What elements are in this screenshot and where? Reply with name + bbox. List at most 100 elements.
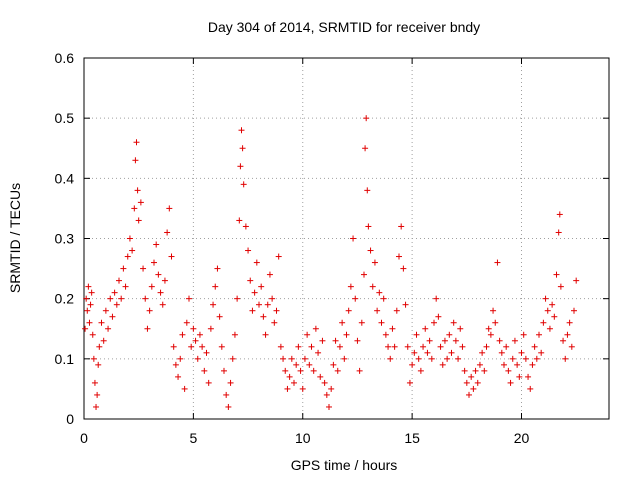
data-point <box>221 367 227 374</box>
data-point <box>133 139 140 146</box>
data-point <box>155 271 162 278</box>
data-point <box>485 325 492 332</box>
data-point <box>247 277 254 284</box>
data-point <box>553 271 560 278</box>
data-point <box>271 319 278 326</box>
data-point <box>89 331 96 338</box>
data-point <box>378 319 385 326</box>
data-point <box>245 247 252 254</box>
x-tick-label: 5 <box>189 430 197 446</box>
data-point <box>227 379 234 386</box>
data-point <box>332 337 339 344</box>
data-point <box>364 187 371 194</box>
data-point <box>83 295 90 302</box>
data-point <box>571 307 577 314</box>
data-point <box>509 355 516 362</box>
data-point <box>472 367 479 374</box>
data-point <box>362 145 369 152</box>
data-point <box>262 331 269 338</box>
data-point <box>511 337 518 344</box>
data-point <box>420 343 427 350</box>
data-point <box>544 307 551 314</box>
data-point <box>463 379 470 386</box>
data-point <box>387 355 394 362</box>
data-point <box>466 391 472 398</box>
data-point <box>549 301 556 308</box>
data-point <box>341 355 348 362</box>
data-point <box>468 373 475 380</box>
data-point <box>306 361 313 368</box>
data-point <box>385 343 392 350</box>
data-point <box>555 229 562 236</box>
data-point <box>253 259 260 266</box>
data-point <box>448 349 455 356</box>
data-point <box>166 205 173 212</box>
data-point <box>299 385 306 392</box>
data-point <box>568 343 575 350</box>
data-point <box>356 367 363 374</box>
data-point <box>148 283 155 290</box>
data-point <box>120 265 127 272</box>
data-point <box>273 307 280 314</box>
data-point <box>264 301 271 308</box>
data-point <box>406 379 413 386</box>
data-point <box>455 355 462 362</box>
data-point <box>402 301 409 308</box>
data-point <box>389 325 396 332</box>
data-point <box>194 355 201 362</box>
data-point <box>317 373 324 380</box>
data-point <box>507 379 514 386</box>
data-point <box>238 127 245 134</box>
data-point <box>146 307 153 314</box>
data-point <box>441 337 448 344</box>
data-point <box>557 283 564 290</box>
data-point <box>350 235 357 242</box>
data-point <box>424 349 431 356</box>
data-point <box>321 379 328 386</box>
data-point <box>116 277 122 284</box>
data-point <box>529 361 536 368</box>
data-point <box>216 313 223 320</box>
data-point <box>126 235 133 242</box>
data-point <box>417 367 424 374</box>
data-point <box>457 325 464 332</box>
data-point <box>562 355 569 362</box>
data-point <box>492 319 499 326</box>
data-point <box>413 331 420 338</box>
x-tick-label: 0 <box>80 430 88 446</box>
data-point <box>540 319 547 326</box>
data-point <box>269 295 276 302</box>
data-point <box>237 163 244 170</box>
data-point <box>95 361 102 368</box>
data-point <box>183 319 190 326</box>
data-point <box>476 361 483 368</box>
data-point <box>326 403 332 410</box>
data-point <box>181 385 188 392</box>
data-point <box>207 325 214 332</box>
data-point <box>212 283 219 290</box>
data-point <box>223 391 230 398</box>
data-point <box>481 367 488 374</box>
data-point <box>124 253 131 260</box>
data-point <box>164 229 171 236</box>
data-point <box>142 295 149 302</box>
data-point <box>411 349 418 356</box>
y-tick-label: 0.4 <box>55 170 75 186</box>
x-tick-label: 15 <box>404 430 420 446</box>
data-point <box>135 217 142 224</box>
data-point <box>109 313 116 320</box>
data-point <box>479 349 486 356</box>
data-point <box>277 343 284 350</box>
data-point <box>282 367 289 374</box>
data-point <box>446 331 453 338</box>
data-point <box>336 343 343 350</box>
data-point <box>514 361 521 368</box>
data-point <box>94 391 101 398</box>
data-point <box>310 367 317 374</box>
data-point <box>239 145 246 152</box>
data-point <box>380 295 387 302</box>
data-point <box>503 343 510 350</box>
data-point <box>501 361 507 368</box>
data-point <box>426 337 433 344</box>
data-point <box>560 337 567 344</box>
